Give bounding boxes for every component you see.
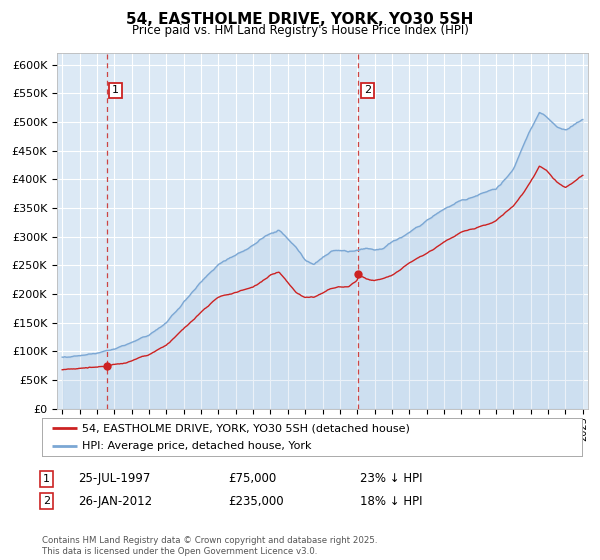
Text: 2: 2 (364, 86, 371, 96)
Text: 18% ↓ HPI: 18% ↓ HPI (360, 494, 422, 508)
Text: Price paid vs. HM Land Registry's House Price Index (HPI): Price paid vs. HM Land Registry's House … (131, 24, 469, 37)
Text: £235,000: £235,000 (228, 494, 284, 508)
Text: 2: 2 (43, 496, 50, 506)
Text: £75,000: £75,000 (228, 472, 276, 486)
Text: 26-JAN-2012: 26-JAN-2012 (78, 494, 152, 508)
Text: Contains HM Land Registry data © Crown copyright and database right 2025.
This d: Contains HM Land Registry data © Crown c… (42, 536, 377, 556)
Text: 1: 1 (43, 474, 50, 484)
Text: 25-JUL-1997: 25-JUL-1997 (78, 472, 151, 486)
Text: 1: 1 (112, 86, 119, 96)
Text: 54, EASTHOLME DRIVE, YORK, YO30 5SH (detached house): 54, EASTHOLME DRIVE, YORK, YO30 5SH (det… (83, 423, 410, 433)
Text: 23% ↓ HPI: 23% ↓ HPI (360, 472, 422, 486)
Text: 54, EASTHOLME DRIVE, YORK, YO30 5SH: 54, EASTHOLME DRIVE, YORK, YO30 5SH (127, 12, 473, 27)
Text: HPI: Average price, detached house, York: HPI: Average price, detached house, York (83, 441, 312, 451)
